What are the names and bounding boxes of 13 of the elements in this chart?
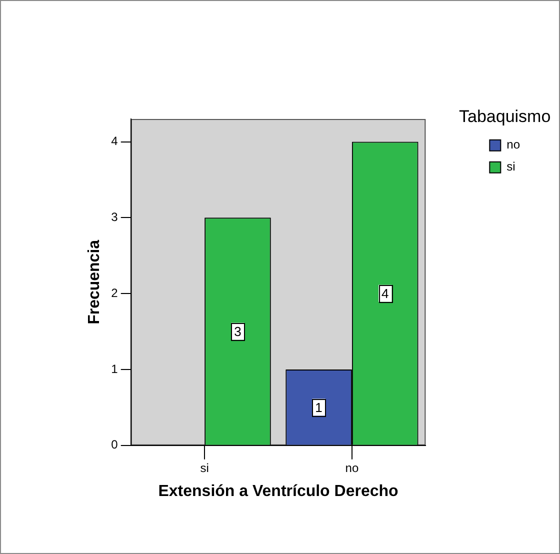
y-tick-label: 3 — [111, 210, 118, 224]
data-label: 3 — [234, 324, 242, 339]
data-label: 1 — [315, 400, 322, 415]
y-tick-label: 0 — [111, 438, 118, 452]
y-axis-title: Frecuencia — [86, 240, 104, 324]
x-axis-title: Extensión a Ventrículo Derecho — [158, 482, 399, 500]
y-tick-label: 1 — [111, 362, 118, 376]
y-tick-label: 4 — [111, 134, 118, 148]
y-tick-label: 2 — [111, 286, 118, 300]
data-label: 4 — [382, 286, 389, 301]
legend-title: Tabaquismo — [458, 107, 551, 126]
legend-label: si — [506, 160, 516, 174]
legend-label: no — [506, 138, 520, 152]
